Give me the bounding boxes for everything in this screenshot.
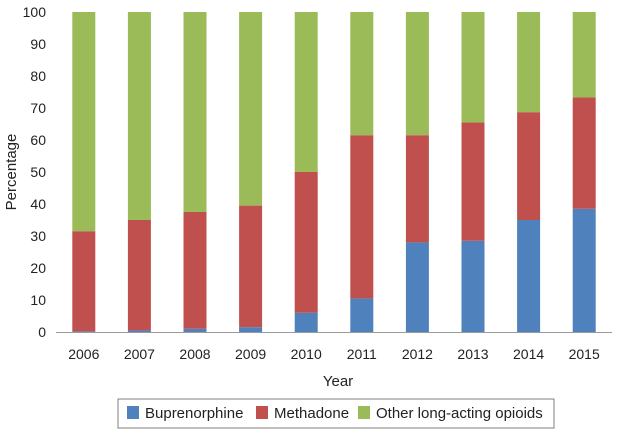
- x-axis-title: Year: [323, 373, 353, 390]
- bar-other-long-acting-opioids-2013: [461, 12, 485, 123]
- bar-buprenorphine-2015: [572, 208, 596, 332]
- bar-buprenorphine-2013: [461, 240, 485, 332]
- y-tick-label: 60: [30, 132, 46, 148]
- y-tick-label: 20: [30, 260, 46, 276]
- y-tick-label: 100: [23, 4, 47, 20]
- x-tick-label-2009: 2009: [235, 346, 266, 362]
- bar-methadone-2013: [461, 122, 485, 241]
- y-tick-label: 50: [30, 164, 46, 180]
- bar-methadone-2006: [72, 231, 96, 332]
- x-tick-label-2011: 2011: [347, 346, 377, 362]
- bar-buprenorphine-2008: [183, 328, 207, 332]
- y-tick-label: 70: [30, 100, 46, 116]
- bar-methadone-2007: [127, 220, 151, 331]
- y-tick-label: 0: [38, 324, 46, 340]
- bar-buprenorphine-2006: [72, 331, 96, 332]
- legend-label-other-long-acting-opioids: Other long-acting opioids: [376, 405, 543, 422]
- x-tick-label-2012: 2012: [402, 346, 433, 362]
- bar-buprenorphine-2014: [517, 220, 541, 332]
- y-tick-label: 30: [30, 228, 46, 244]
- bar-methadone-2014: [517, 112, 541, 220]
- y-axis-ticks: 0 10 20 30 40 50 60 70 80 90 100: [23, 4, 47, 340]
- legend-swatch-other-long-acting-opioids: [358, 406, 370, 419]
- bar-other-long-acting-opioids-2006: [72, 12, 96, 232]
- bar-methadone-2012: [405, 135, 429, 243]
- x-tick-label-2006: 2006: [68, 346, 99, 362]
- legend-swatch-buprenorphine: [127, 406, 139, 419]
- legend-swatch-methadone: [256, 406, 268, 419]
- bar-methadone-2010: [294, 172, 318, 313]
- legend-frame: [117, 398, 555, 429]
- x-tick-label-2010: 2010: [291, 346, 322, 362]
- y-axis-title: Percentage: [3, 134, 20, 211]
- bar-methadone-2011: [350, 135, 374, 299]
- x-tick-label-2014: 2014: [513, 346, 544, 362]
- bar-other-long-acting-opioids-2011: [350, 12, 374, 136]
- bar-methadone-2008: [183, 212, 207, 329]
- legend: Buprenorphine Methadone Other long-actin…: [117, 398, 555, 429]
- bar-buprenorphine-2007: [127, 330, 151, 332]
- y-tick-label: 90: [30, 36, 46, 52]
- x-axis-ticks: 2006 2007 2008 2009 2010 2011 2012 2013 2014 2015: [68, 346, 600, 362]
- bar-methadone-2009: [239, 205, 263, 328]
- x-tick-label-2008: 2008: [179, 346, 210, 362]
- bar-other-long-acting-opioids-2012: [405, 12, 429, 136]
- bar-other-long-acting-opioids-2015: [572, 12, 596, 98]
- y-tick-label: 10: [30, 292, 46, 308]
- bar-other-long-acting-opioids-2007: [127, 12, 151, 220]
- bar-methadone-2015: [572, 97, 596, 209]
- bars: [72, 12, 596, 332]
- y-tick-label: 40: [30, 196, 46, 212]
- bar-other-long-acting-opioids-2014: [517, 12, 541, 113]
- bar-other-long-acting-opioids-2009: [239, 12, 263, 206]
- legend-label-methadone: Methadone: [274, 405, 349, 422]
- x-tick-label-2007: 2007: [124, 346, 155, 362]
- legend-label-buprenorphine: Buprenorphine: [145, 405, 243, 422]
- x-tick-label-2015: 2015: [569, 346, 600, 362]
- bar-buprenorphine-2011: [350, 298, 374, 332]
- x-tick-label-2013: 2013: [457, 346, 488, 362]
- bar-buprenorphine-2010: [294, 312, 318, 332]
- bar-buprenorphine-2009: [239, 327, 263, 332]
- bar-other-long-acting-opioids-2008: [183, 12, 207, 212]
- bar-buprenorphine-2012: [405, 242, 429, 332]
- y-tick-label: 80: [30, 68, 46, 84]
- bar-other-long-acting-opioids-2010: [294, 12, 318, 172]
